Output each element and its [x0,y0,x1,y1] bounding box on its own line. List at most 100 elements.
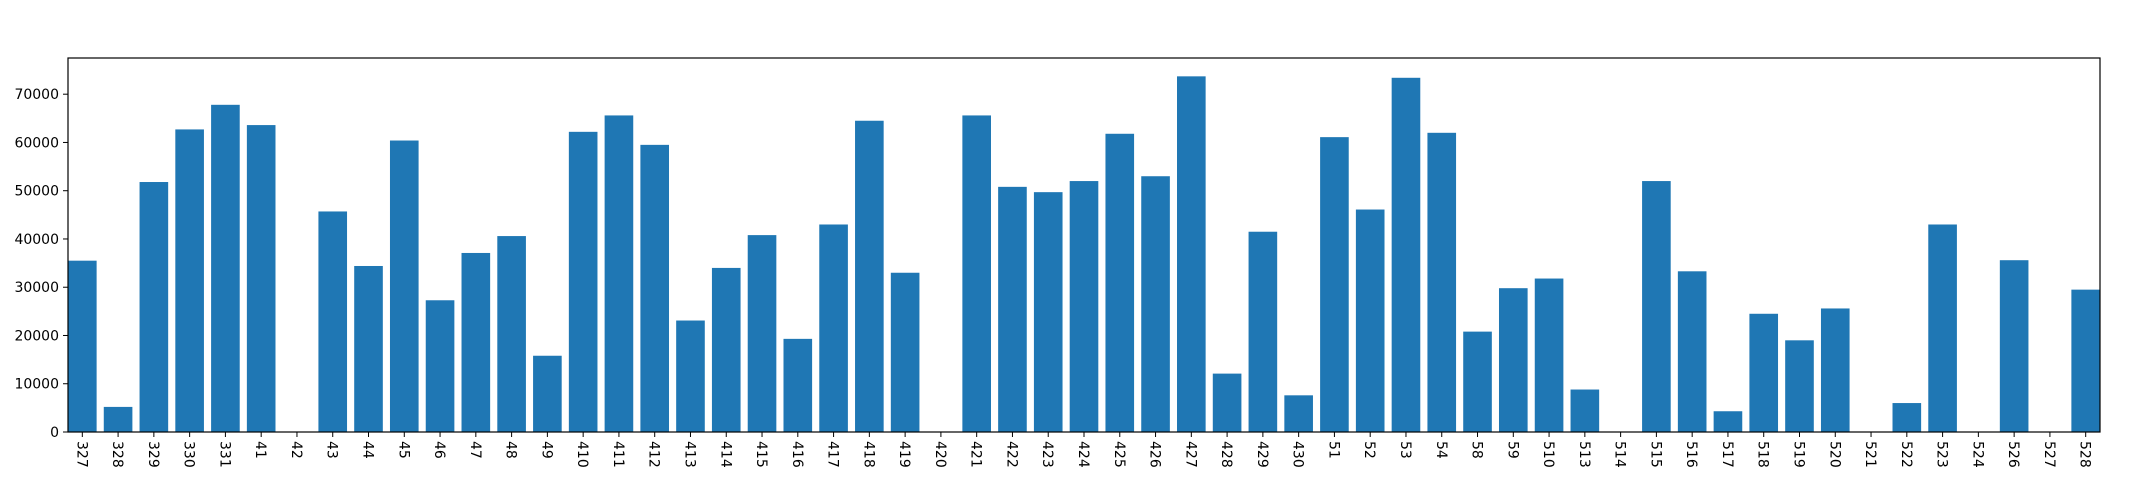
bar-415 [747,235,777,432]
x-tick-label: 48 [503,441,519,459]
x-tick-label: 52 [1361,441,1377,459]
bar-54 [1427,132,1457,433]
x-tick-label: 523 [1934,441,1950,468]
bar-48 [497,236,526,432]
bar-410 [568,131,598,432]
x-tick-label: 41 [252,441,268,459]
bar-418 [855,120,884,433]
x-tick-label: 528 [2077,441,2093,468]
bar-523 [1928,224,1957,432]
y-tick-label: 70000 [14,87,59,103]
bar-419 [890,272,920,432]
x-tick-label: 411 [610,441,626,468]
y-tick-label: 0 [50,425,59,441]
x-tick-label: 521 [1862,441,1878,468]
bar-330 [175,129,204,433]
x-tick-label: 59 [1504,441,1520,459]
x-tick-label: 416 [789,441,805,468]
y-tick-label: 20000 [14,328,59,344]
y-axis: 0 10000 20000 30000 40000 50000 60000 70000 [14,87,68,441]
bar-53 [1391,77,1421,432]
bar-522 [1892,403,1922,432]
x-tick-label: 423 [1039,441,1055,468]
x-tick-label: 43 [324,441,340,459]
x-tick-label: 514 [1612,441,1628,468]
x-tick-label: 427 [1182,441,1198,468]
x-tick-label: 420 [932,441,948,468]
bar-422 [998,186,1027,432]
x-tick-label: 417 [825,441,841,468]
x-tick-label: 425 [1111,441,1127,468]
x-tick-label: 418 [860,441,876,468]
bar-515 [1642,181,1671,432]
bar-329 [139,182,169,432]
y-tick-label: 40000 [14,232,59,248]
x-tick-label: 520 [1826,441,1842,468]
x-tick-label: 510 [1540,441,1556,468]
y-tick-label: 10000 [14,377,59,393]
bar-47 [461,252,491,432]
bar-46 [425,300,455,432]
bars-group [68,76,2100,433]
x-tick-label: 49 [538,441,554,459]
bar-510 [1534,278,1564,432]
x-tick-label: 53 [1397,441,1413,459]
bar-421 [962,115,991,433]
bar-331 [211,104,240,432]
bar-58 [1463,331,1492,432]
bar-414 [711,267,741,432]
y-tick-label: 50000 [14,184,59,200]
x-tick-label: 421 [968,441,984,468]
y-tick-label: 60000 [14,135,59,151]
x-tick-label: 45 [395,441,411,459]
bar-52 [1355,209,1385,432]
bar-519 [1785,340,1814,432]
x-tick-label: 519 [1790,441,1806,468]
bar-526 [1999,260,2029,432]
bar-44 [354,265,383,432]
x-tick-label: 513 [1576,441,1592,468]
bar-41 [246,125,276,432]
x-tick-label: 524 [1969,441,1985,468]
bar-516 [1677,271,1707,432]
bar-513 [1570,389,1600,432]
x-tick-label: 424 [1075,441,1091,468]
x-tick-label: 47 [467,441,483,459]
x-tick-label: 58 [1469,441,1485,459]
x-tick-label: 518 [1755,441,1771,468]
bar-423 [1033,192,1063,432]
bar-429 [1248,231,1278,432]
x-tick-label: 414 [717,441,733,468]
x-tick-label: 515 [1647,441,1663,468]
x-tick-label: 413 [681,441,697,468]
bar-428 [1212,373,1242,432]
x-tick-label: 415 [753,441,769,468]
bar-328 [103,406,133,432]
x-tick-label: 526 [2005,441,2021,468]
x-tick-label: 42 [288,441,304,459]
x-tick-label: 517 [1719,441,1735,468]
bar-425 [1105,133,1135,432]
bar-51 [1320,137,1349,432]
x-tick-label: 46 [431,441,447,459]
x-tick-label: 426 [1147,441,1163,468]
bar-413 [676,320,705,432]
x-tick-label: 51 [1325,441,1341,459]
y-tick-label: 30000 [14,280,59,296]
x-tick-label: 44 [360,441,376,459]
bar-528 [2071,289,2100,432]
bar-427 [1177,76,1206,432]
x-tick-label: 419 [896,441,912,468]
x-tick-label: 329 [145,441,161,468]
x-tick-label: 429 [1254,441,1270,468]
bar-416 [783,338,813,432]
x-tick-label: 331 [216,441,232,468]
x-tick-label: 330 [181,441,197,468]
x-tick-label: 328 [109,441,125,468]
bar-417 [819,224,848,432]
bar-518 [1749,313,1779,432]
bar-424 [1069,181,1099,432]
bar-327 [68,260,97,432]
bar-517 [1713,411,1743,432]
bar-59 [1498,288,1528,432]
